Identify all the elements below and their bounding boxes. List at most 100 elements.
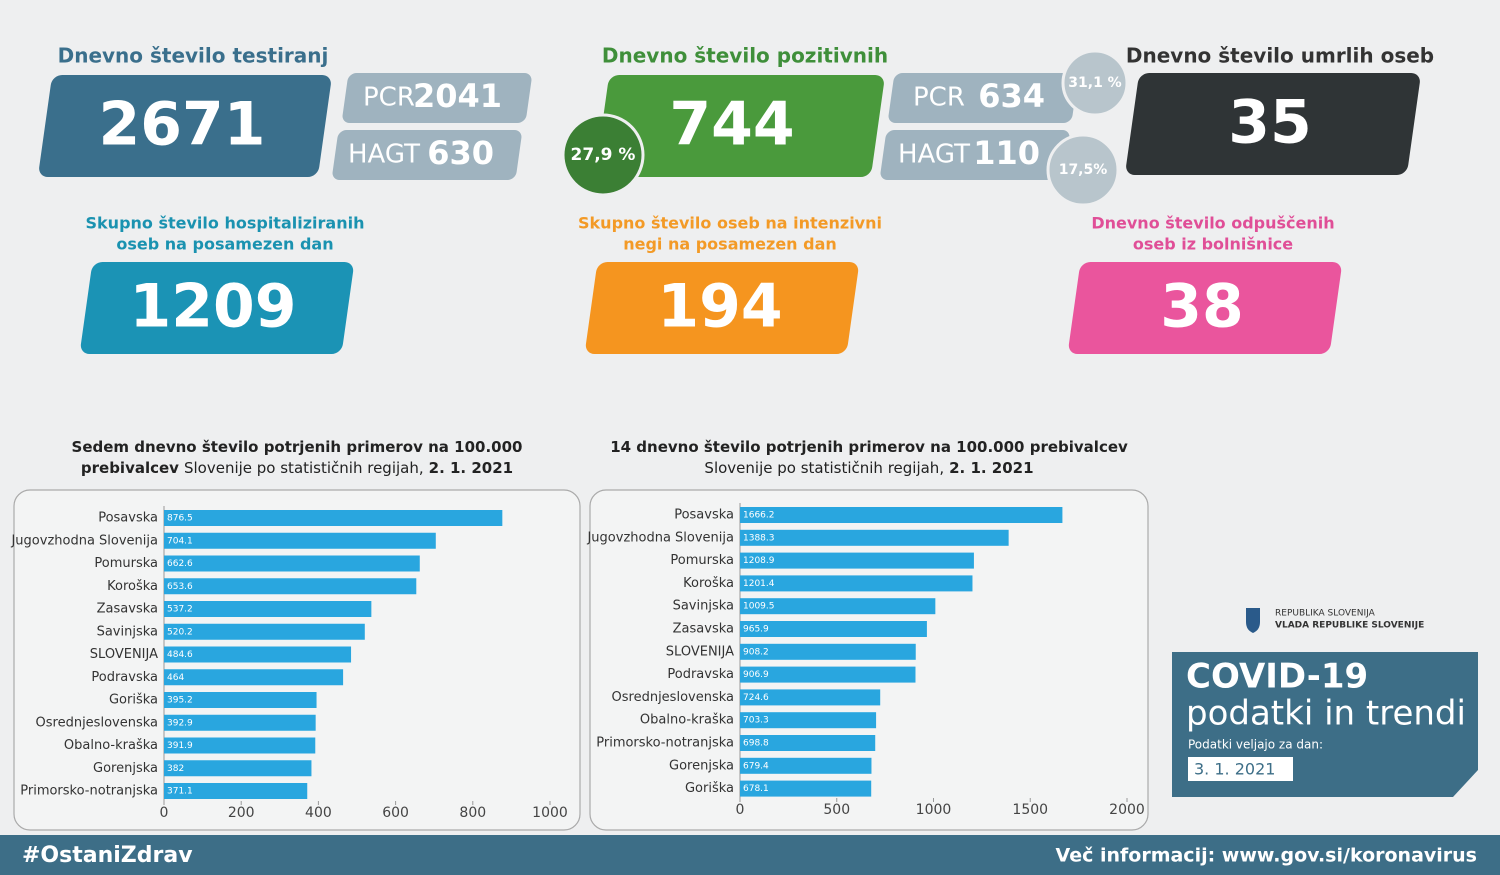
bar [740,507,1063,523]
x-tick-label: 800 [459,805,486,821]
y-tick-label: Zasavska [673,622,734,637]
card [1126,73,1420,175]
y-tick-label: Obalno-kraška [64,738,158,753]
value-label: 1009.5 [743,602,775,612]
y-tick-label: Osrednjeslovenska [612,690,734,705]
card-value: 744 [669,90,794,160]
chart-title-part: 2. 1. 2021 [429,459,513,477]
card-title: Dnevno število umrlih oseb [1126,44,1434,68]
card-title: Dnevno število pozitivnih [602,44,888,68]
card-title: Dnevno število odpuščenih [1091,214,1334,233]
sub-label: HAGT [898,140,970,170]
bar [164,783,308,799]
bar [740,552,974,569]
card-title: oseb na posamezen dan [116,235,333,254]
card [596,75,884,177]
y-tick-label: Obalno-kraška [640,713,734,728]
bar [164,578,417,595]
sub-card [332,130,522,180]
value-label: 1208.9 [743,556,775,566]
value-label: 876.5 [167,514,193,524]
x-tick-label: 1000 [916,802,952,818]
value-label: 724.6 [743,693,769,703]
card-value: 194 [657,272,782,342]
y-tick-label: Pomurska [94,556,158,571]
chart-title-part: 14 dnevno število potrjenih primerov na … [610,438,1128,456]
y-tick-label: Koroška [683,576,734,591]
value-label: 371.1 [167,787,193,797]
value-label: 537.2 [167,605,193,615]
bar [164,760,312,777]
chart-title-part: prebivalcev [81,459,179,477]
sub-card [880,130,1070,180]
share-label: 27,9 % [571,145,636,165]
bar [740,735,876,751]
y-tick-label: Gorenjska [93,761,158,776]
footer-info: Več informacij: www.gov.si/koronavirus [1056,845,1477,867]
x-tick-label: 1500 [1012,802,1048,818]
chart-title: 14 dnevno število potrjenih primerov na … [610,438,1128,456]
sub-value: 2041 [413,77,502,115]
x-tick-label: 0 [736,802,745,818]
chart-title-part: Slovenije po statističnih regijah, [704,459,944,477]
share-circle [1061,49,1129,117]
card [80,262,354,354]
bar [164,669,344,686]
card-title: Dnevno število testiranj [58,44,329,68]
brand-subheading: podatki in trendi [1186,694,1466,734]
date-box [1188,757,1293,781]
y-tick-label: Posavska [674,508,734,523]
bar [164,623,365,640]
x-tick-label: 600 [382,805,409,821]
bar [740,643,916,660]
value-label: 679.4 [743,761,769,771]
card [585,262,859,354]
value-label: 698.8 [743,739,769,749]
y-tick-label: Gorenjska [669,758,734,773]
y-tick-label: Posavska [98,511,158,526]
x-tick-label: 200 [228,805,255,821]
date: 3. 1. 2021 [1194,760,1275,779]
card-title: negi na posamezen dan [623,235,837,254]
chart-frame [589,489,1149,831]
bar [740,529,1009,546]
sub-value: 630 [427,134,494,172]
chart-title-part: Slovenije po statističnih regijah, [184,459,424,477]
card-title: oseb iz bolnišnice [1133,235,1293,254]
sub-label: PCR [913,83,965,113]
card-value: 38 [1160,272,1244,342]
sub-card [342,73,532,123]
value-label: 703.3 [743,716,769,726]
bar [740,689,881,706]
bar [740,712,877,729]
value-label: 678.1 [743,784,769,794]
bar [164,646,352,663]
y-tick-label: Podravska [667,667,734,682]
share-circle [561,113,645,197]
y-tick-label: SLOVENIJA [90,647,158,662]
sub-label: HAGT [348,140,420,170]
chart-title-part: Sedem dnevno število potrjenih primerov … [72,438,523,456]
value-label: 906.9 [743,670,769,680]
value-label: 1666.2 [743,511,775,521]
chart-title: Sedem dnevno število potrjenih primerov … [72,438,523,456]
value-label: 908.2 [743,647,769,657]
y-tick-label: Koroška [107,579,158,594]
gov-name: REPUBLIKA SLOVENIJA [1275,609,1376,619]
bar [740,575,973,592]
share-circle [1046,133,1120,207]
x-tick-label: 0 [160,805,169,821]
card-title: Skupno število hospitaliziranih [86,214,365,233]
y-tick-label: Savinjska [97,624,158,639]
bar [164,601,372,617]
value-label: 704.1 [167,536,193,546]
x-tick-label: 1000 [532,805,568,821]
y-tick-label: Goriška [685,781,734,796]
value-label: 391.9 [167,741,193,751]
y-tick-label: Zasavska [97,602,158,617]
value-label: 1388.3 [743,533,775,543]
x-tick-label: 400 [305,805,332,821]
x-tick-label: 2000 [1109,802,1145,818]
card-value: 2671 [99,90,266,160]
